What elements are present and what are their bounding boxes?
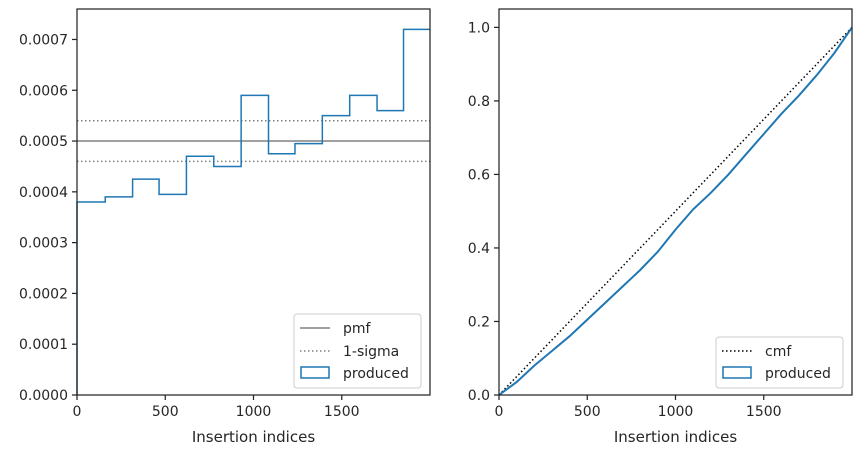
legend-frame [715,336,844,389]
y-tick-label: 0.0001 [19,337,68,353]
x-tick-label: 500 [574,404,601,420]
x-axis-label: Insertion indices [192,428,315,446]
y-tick-label: 0.0004 [19,185,68,201]
legend-sigma-label: 1-sigma [343,344,399,360]
y-tick-label: 0.0000 [19,388,68,404]
y-tick-label: 0.0005 [19,134,68,150]
pmf-histogram-panel: 0 500 1000 1500 0.0000 0.0001 0.0002 0.0003 0.00… [19,8,431,446]
y-tick-label: 0.0 [468,388,490,404]
plot-area [76,28,430,395]
axis-ticks: 0 500 1000 1500 0.0000 0.0001 0.0002 0.0003 0.00… [19,32,360,420]
axis-ticks: 0 500 1000 1500 0.0 0.2 0.4 0.6 0.8 1.0 [468,20,782,420]
legend-produced-label: produced [343,366,409,382]
y-tick-label: 0.6 [468,167,490,183]
legend: cmf produced [715,336,844,389]
legend-cmf-label: cmf [765,344,792,360]
x-tick-label: 1500 [746,404,782,420]
y-tick-label: 0.4 [468,241,490,257]
legend-frame [293,313,422,389]
cmf-panel: 0 500 1000 1500 0.0 0.2 0.4 0.6 0.8 1.0 Insertion… [468,8,853,446]
x-tick-label: 500 [152,404,179,420]
x-tick-label: 1000 [658,404,694,420]
y-tick-label: 0.0003 [19,236,68,252]
x-tick-label: 1000 [236,404,272,420]
legend-produced-swatch [722,366,752,379]
x-tick-label: 0 [73,404,82,420]
y-tick-label: 0.0006 [19,83,68,99]
x-tick-label: 0 [495,404,504,420]
y-tick-label: 0.2 [468,314,490,330]
legend-produced-label: produced [765,366,831,382]
legend-produced-swatch [300,366,330,379]
cmf-line [498,26,853,396]
legend: pmf 1-sigma produced [293,313,422,389]
y-tick-label: 0.0002 [19,286,68,302]
produced-histogram [76,28,430,395]
y-tick-label: 1.0 [468,20,490,36]
produced-cumulative-line [498,26,853,396]
legend-pmf-label: pmf [343,321,372,337]
y-tick-label: 0.0007 [19,32,68,48]
x-axis-label: Insertion indices [614,428,737,446]
y-tick-label: 0.8 [468,94,490,110]
plot-area [498,26,853,396]
x-tick-label: 1500 [324,404,360,420]
